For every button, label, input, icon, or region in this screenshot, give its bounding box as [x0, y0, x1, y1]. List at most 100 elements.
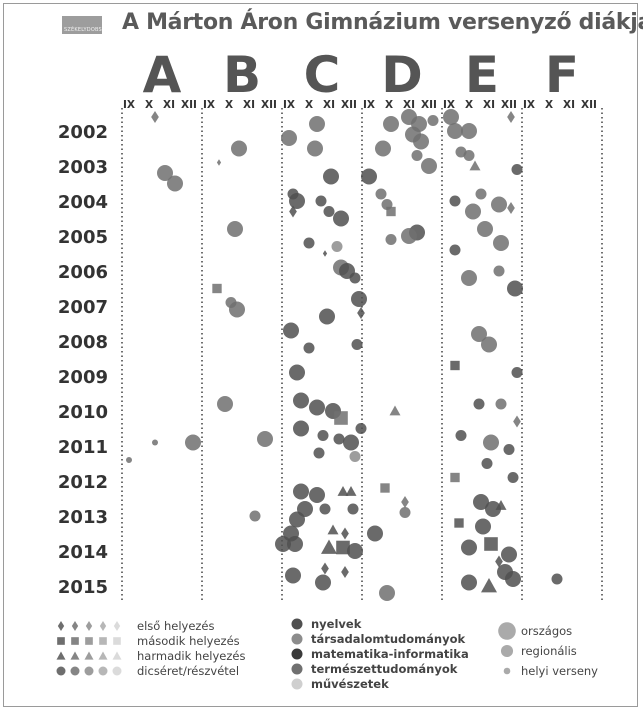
data-point: [293, 420, 309, 437]
data-point: [157, 165, 173, 181]
legend-field-swatch: [291, 633, 303, 645]
month-tick-label: XI: [483, 99, 495, 111]
year-tick-label: 2011: [58, 437, 108, 458]
legend-marker: [56, 651, 66, 660]
data-point: [447, 123, 463, 139]
data-point: [379, 585, 395, 601]
legend-field-label: nyelvek: [311, 617, 362, 631]
legend-marker: [113, 621, 121, 631]
year-tick-label: 2010: [58, 402, 108, 423]
data-point: [337, 486, 349, 496]
data-point: [227, 221, 243, 237]
data-point: [317, 430, 329, 441]
data-point: [461, 270, 477, 286]
data-point: [323, 168, 339, 185]
year-tick-label: 2015: [58, 577, 108, 598]
data-point: [495, 398, 507, 410]
data-point: [389, 405, 401, 416]
data-point: [443, 109, 459, 125]
legend-marker: [113, 637, 121, 645]
legend-field-label: társadalomtudományok: [311, 632, 465, 646]
data-point: [511, 367, 523, 378]
legend-marker: [56, 666, 66, 676]
data-point: [327, 524, 339, 535]
data-point: [303, 237, 315, 249]
legend-placing-label: első helyezés: [137, 619, 215, 633]
year-tick-label: 2004: [58, 192, 108, 213]
data-point: [507, 201, 515, 215]
data-point: [421, 158, 437, 174]
data-point: [331, 241, 343, 252]
data-point: [321, 562, 329, 575]
data-point: [449, 244, 461, 256]
group-label: D: [381, 46, 423, 104]
data-point: [465, 203, 481, 220]
data-point: [341, 565, 349, 579]
data-point: [375, 140, 391, 157]
data-point: [309, 116, 325, 132]
data-point: [303, 342, 315, 354]
grid-lines: [121, 108, 603, 600]
data-point: [293, 483, 309, 500]
data-point: [322, 250, 328, 257]
data-point: [450, 360, 460, 371]
year-tick-label: 2013: [58, 507, 108, 528]
data-point: [450, 472, 460, 483]
data-point: [385, 234, 397, 245]
data-point: [216, 159, 222, 166]
year-tick-label: 2003: [58, 157, 108, 178]
month-tick-label: X: [545, 99, 553, 111]
data-point: [313, 447, 325, 459]
data-point: [285, 567, 301, 584]
data-point: [383, 116, 399, 132]
legend-field-swatch: [291, 678, 303, 690]
legend-marker: [112, 651, 122, 660]
legend-marker: [70, 666, 80, 676]
month-tick-label: X: [385, 99, 393, 111]
month-tick-label: IX: [283, 99, 295, 111]
chart-title: A Márton Áron Gimnázium versenyző diákja…: [122, 10, 643, 35]
data-point: [427, 115, 439, 126]
year-tick-label: 2009: [58, 367, 108, 388]
month-tick-label: X: [305, 99, 313, 111]
data-point: [167, 175, 183, 192]
legend-marker: [112, 666, 122, 676]
month-tick-label: XII: [181, 99, 197, 111]
legend-marker: [71, 637, 79, 645]
month-tick-label: XII: [501, 99, 517, 111]
legend-field-label: természettudományok: [311, 662, 458, 676]
month-tick-label: IX: [523, 99, 535, 111]
data-point: [501, 546, 517, 563]
data-point: [513, 415, 521, 428]
data-point: [505, 571, 521, 587]
data-point: [551, 573, 563, 585]
data-point: [386, 206, 396, 217]
year-tick-label: 2005: [58, 227, 108, 248]
legend-marker: [84, 666, 94, 676]
data-point: [455, 430, 467, 441]
data-point: [126, 457, 132, 463]
data-point: [399, 507, 411, 518]
data-point: [309, 487, 325, 503]
year-tick-label: 2007: [58, 297, 108, 318]
data-point: [293, 392, 309, 409]
legend-field-swatch: [291, 663, 303, 675]
data-point: [333, 210, 349, 227]
data-point: [449, 195, 461, 207]
legend-marker: [85, 637, 93, 645]
data-point: [491, 196, 507, 213]
data-point: [495, 555, 503, 568]
data-point: [461, 123, 477, 139]
data-point: [321, 539, 337, 554]
month-tick-label: XI: [323, 99, 335, 111]
legend-level-label: regionális: [521, 644, 577, 658]
legend-placing-label: második helyezés: [137, 634, 240, 648]
data-point: [511, 164, 523, 175]
data-point: [475, 188, 487, 200]
legend-marker: [98, 651, 108, 660]
month-tick-label: XI: [403, 99, 415, 111]
data-point: [289, 193, 305, 209]
data-point: [483, 434, 499, 451]
data-point: [289, 364, 305, 381]
